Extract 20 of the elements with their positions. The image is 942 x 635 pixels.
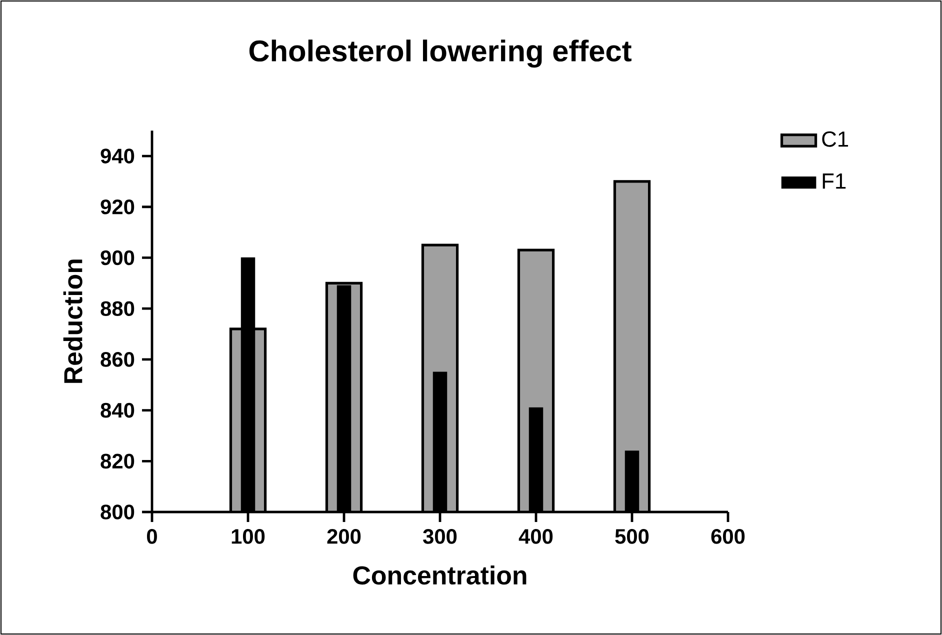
x-tick-label: 200 (327, 529, 361, 544)
y-tick-label: 820 (100, 454, 134, 469)
y-tick-label: 880 (100, 301, 134, 316)
x-tick-label: 400 (518, 529, 553, 544)
y-tick-label: 940 (100, 148, 134, 164)
x-tick-label: 600 (711, 529, 745, 544)
x-tick-label: 0 (147, 529, 157, 544)
y-tick-label: 920 (100, 199, 134, 214)
legend-label: F1 (822, 174, 846, 189)
x-axis-title: Concentration (353, 566, 526, 585)
y-tick-label: 900 (100, 250, 134, 266)
y-tick-label: 840 (100, 402, 134, 418)
chart-title: Cholesterol lowering effect (249, 40, 632, 68)
x-tick-label: 500 (615, 529, 649, 544)
y-tick-label: 800 (100, 504, 134, 520)
y-tick-label: 860 (100, 352, 134, 367)
x-tick-label: 100 (232, 529, 265, 544)
x-tick-label: 300 (423, 529, 457, 544)
y-axis-title: Reduction (63, 260, 82, 383)
legend-label: C1 (822, 131, 848, 147)
